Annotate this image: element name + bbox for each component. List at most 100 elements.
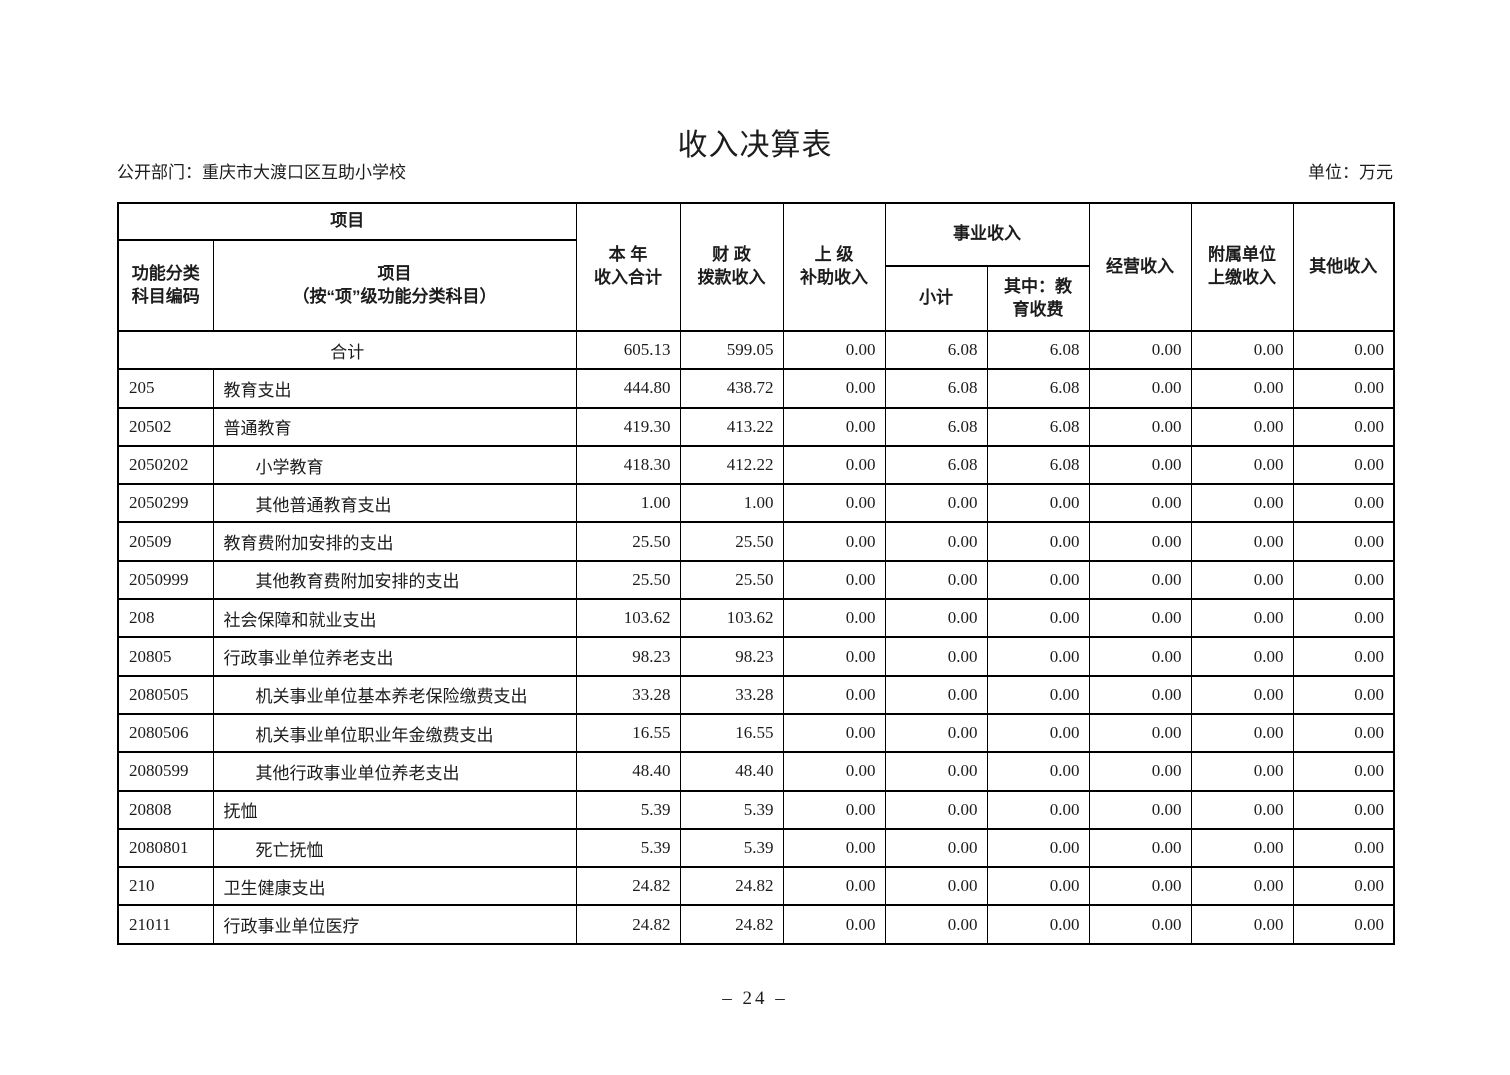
meta-row: 公开部门：重庆市大渡口区互助小学校 单位：万元 [117, 158, 1393, 183]
table-row: 2080801 死亡抚恤 5.39 5.39 0.00 0.00 0.00 0.00 0.00 0… [117, 827, 1395, 869]
row-function-code: 2080801 [117, 827, 214, 869]
row-amount-cell: 0.00 [1088, 329, 1192, 371]
row-amount-cell: 0.00 [1292, 712, 1395, 754]
row-amount-cell: 0.00 [1190, 444, 1294, 486]
row-function-code: 205 [117, 368, 214, 409]
row-function-code: 20808 [117, 789, 214, 830]
row-amount-cell: 0.00 [782, 329, 886, 371]
row-amount-cell: 0.00 [1292, 368, 1395, 409]
row-amount-cell: 0.00 [1292, 789, 1395, 830]
row-amount-cell: 0.00 [782, 789, 886, 830]
row-amount-cell: 0.00 [782, 636, 886, 677]
row-amount-cell: 444.80 [575, 368, 681, 409]
table-body: 合计 605.13 599.05 0.00 6.08 6.08 0.00 0.00 0.00 20… [117, 329, 1395, 945]
row-project-name: 教育费附加安排的支出 [212, 521, 577, 562]
row-amount-cell: 5.39 [679, 789, 784, 830]
row-amount-cell: 6.08 [884, 444, 988, 486]
row-amount-cell: 0.00 [1190, 329, 1294, 371]
header-function-code: 功能分类 科目编码 [117, 239, 214, 332]
row-amount-cell: 0.00 [1088, 789, 1192, 830]
income-statement-table: 项目 本 年 收入合计 财 政 拨款收入 上 级 补助收入 事业收入 经营收入 … [117, 202, 1395, 945]
row-amount-cell: 0.00 [1088, 444, 1192, 486]
row-project-name: 其他普通教育支出 [212, 483, 577, 524]
row-amount-cell: 0.00 [884, 674, 988, 715]
row-amount-cell: 103.62 [679, 598, 784, 639]
row-amount-cell: 438.72 [679, 368, 784, 409]
row-amount-cell: 0.00 [1190, 483, 1294, 524]
header-education-fee: 其中：教 育收费 [986, 265, 1090, 332]
row-amount-cell: 0.00 [1190, 368, 1294, 409]
header-row-1: 项目 本 年 收入合计 财 政 拨款收入 上 级 补助收入 事业收入 经营收入 … [117, 202, 1395, 332]
row-amount-cell: 0.00 [986, 789, 1090, 830]
row-function-code: 2080599 [117, 751, 214, 792]
row-amount-cell: 418.30 [575, 444, 681, 486]
row-amount-cell: 5.39 [575, 789, 681, 830]
department-label: 公开部门：重庆市大渡口区互助小学校 [117, 163, 406, 182]
row-amount-cell: 0.00 [884, 827, 988, 869]
row-amount-cell: 0.00 [1088, 712, 1192, 754]
row-amount-cell: 6.08 [884, 406, 988, 447]
row-amount-cell: 33.28 [679, 674, 784, 715]
row-project-name: 抚恤 [212, 789, 577, 830]
row-amount-cell: 0.00 [1292, 483, 1395, 524]
row-function-code: 21011 [117, 904, 214, 945]
row-total-label: 合计 [117, 329, 577, 371]
row-amount-cell: 0.00 [782, 368, 886, 409]
row-amount-cell: 0.00 [986, 521, 1090, 562]
row-amount-cell: 0.00 [986, 674, 1090, 715]
row-amount-cell: 0.00 [1088, 559, 1192, 601]
header-project-detail: 项目 （按“项”级功能分类科目） [212, 239, 577, 332]
row-project-name: 行政事业单位养老支出 [212, 636, 577, 677]
row-amount-cell: 0.00 [884, 521, 988, 562]
row-amount-cell: 0.00 [1190, 598, 1294, 639]
row-amount-cell: 0.00 [884, 598, 988, 639]
row-amount-cell: 599.05 [679, 329, 784, 371]
row-amount-cell: 0.00 [1190, 406, 1294, 447]
row-amount-cell: 0.00 [986, 636, 1090, 677]
row-amount-cell: 0.00 [1292, 521, 1395, 562]
unit-label: 单位：万元 [1308, 163, 1393, 182]
row-amount-cell: 48.40 [575, 751, 681, 792]
row-amount-cell: 0.00 [884, 712, 988, 754]
row-amount-cell: 0.00 [1190, 674, 1294, 715]
row-amount-cell: 24.82 [679, 904, 784, 945]
table-row: 2080505 机关事业单位基本养老保险缴费支出 33.28 33.28 0.00 0.0… [117, 674, 1395, 715]
row-amount-cell: 0.00 [1190, 866, 1294, 907]
page-number: – 24 – [722, 988, 788, 1009]
header-affiliated-unit-income: 附属单位 上缴收入 [1190, 202, 1294, 332]
row-amount-cell: 0.00 [1190, 559, 1294, 601]
row-amount-cell: 24.82 [575, 866, 681, 907]
header-annual-total: 本 年 收入合计 [575, 202, 681, 332]
row-amount-cell: 0.00 [1088, 866, 1192, 907]
row-amount-cell: 0.00 [782, 866, 886, 907]
row-amount-cell: 0.00 [1088, 368, 1192, 409]
row-amount-cell: 1.00 [679, 483, 784, 524]
row-amount-cell: 0.00 [986, 751, 1090, 792]
row-amount-cell: 5.39 [575, 827, 681, 869]
table-row: 20808 抚恤 5.39 5.39 0.00 0.00 0.00 0.00 0.00 0.00 [117, 789, 1395, 830]
row-amount-cell: 0.00 [1190, 712, 1294, 754]
page-title: 收入决算表 [677, 129, 833, 162]
row-amount-cell: 0.00 [986, 598, 1090, 639]
row-amount-cell: 0.00 [782, 559, 886, 601]
table-row: 20805 行政事业单位养老支出 98.23 98.23 0.00 0.00 0.00 0.0… [117, 636, 1395, 677]
row-function-code: 2080505 [117, 674, 214, 715]
row-amount-cell: 0.00 [884, 904, 988, 945]
table-row: 20509 教育费附加安排的支出 25.50 25.50 0.00 0.00 0.00 0.0… [117, 521, 1395, 562]
row-function-code: 20502 [117, 406, 214, 447]
row-project-name: 教育支出 [212, 368, 577, 409]
row-amount-cell: 0.00 [986, 483, 1090, 524]
row-amount-cell: 0.00 [1088, 598, 1192, 639]
row-amount-cell: 413.22 [679, 406, 784, 447]
row-amount-cell: 0.00 [782, 904, 886, 945]
row-amount-cell: 25.50 [575, 559, 681, 601]
row-amount-cell: 16.55 [575, 712, 681, 754]
row-amount-cell: 0.00 [1088, 827, 1192, 869]
row-amount-cell: 0.00 [782, 521, 886, 562]
header-row-2: 功能分类 科目编码 项目 （按“项”级功能分类科目） [117, 239, 1394, 332]
row-amount-cell: 0.00 [1292, 751, 1395, 792]
row-amount-cell: 605.13 [575, 329, 681, 371]
row-amount-cell: 1.00 [575, 483, 681, 524]
row-amount-cell: 98.23 [575, 636, 681, 677]
